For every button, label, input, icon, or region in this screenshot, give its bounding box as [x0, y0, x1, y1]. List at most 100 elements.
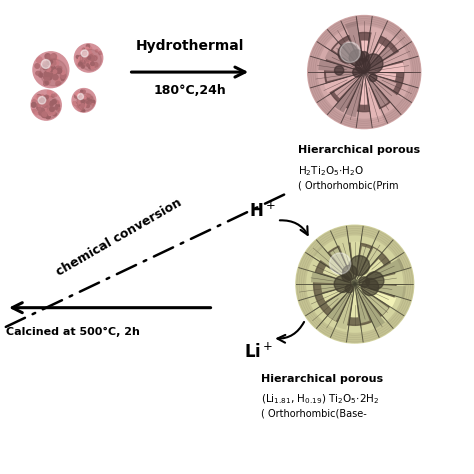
Wedge shape — [326, 284, 355, 309]
Circle shape — [45, 82, 48, 84]
Circle shape — [82, 54, 85, 58]
Circle shape — [77, 63, 81, 66]
Circle shape — [38, 101, 42, 105]
Circle shape — [83, 98, 86, 101]
Circle shape — [93, 57, 96, 60]
Circle shape — [86, 47, 89, 50]
Circle shape — [35, 96, 39, 99]
Wedge shape — [335, 72, 364, 113]
Wedge shape — [355, 248, 382, 284]
Circle shape — [80, 104, 82, 107]
Wedge shape — [311, 272, 355, 284]
Circle shape — [85, 101, 88, 104]
Circle shape — [40, 108, 45, 113]
Circle shape — [44, 72, 49, 76]
Circle shape — [44, 105, 47, 108]
Circle shape — [47, 109, 52, 114]
Circle shape — [82, 99, 85, 102]
Circle shape — [90, 97, 92, 99]
Circle shape — [42, 100, 46, 105]
Circle shape — [76, 104, 78, 106]
Circle shape — [56, 68, 62, 73]
Circle shape — [41, 60, 50, 68]
Circle shape — [52, 94, 55, 97]
Circle shape — [76, 105, 78, 107]
Wedge shape — [325, 50, 364, 72]
Circle shape — [61, 77, 64, 81]
Circle shape — [45, 54, 50, 59]
Circle shape — [92, 104, 94, 106]
Circle shape — [55, 106, 58, 109]
Circle shape — [43, 103, 46, 106]
Circle shape — [44, 103, 48, 108]
Circle shape — [78, 61, 81, 64]
Wedge shape — [355, 271, 410, 284]
Wedge shape — [319, 59, 364, 72]
Circle shape — [340, 42, 360, 63]
Circle shape — [33, 110, 36, 113]
Wedge shape — [364, 72, 385, 126]
Circle shape — [81, 90, 82, 92]
Circle shape — [82, 62, 86, 66]
Wedge shape — [328, 284, 355, 321]
Circle shape — [47, 67, 53, 72]
Circle shape — [81, 100, 83, 103]
Wedge shape — [360, 72, 367, 105]
Circle shape — [83, 52, 86, 56]
Circle shape — [89, 65, 92, 69]
Circle shape — [50, 60, 53, 63]
Circle shape — [82, 98, 86, 102]
Circle shape — [80, 109, 83, 111]
Circle shape — [308, 16, 421, 128]
Circle shape — [44, 104, 49, 109]
Circle shape — [366, 272, 384, 290]
Circle shape — [78, 103, 80, 105]
Circle shape — [79, 57, 82, 60]
Wedge shape — [364, 72, 396, 91]
Circle shape — [359, 277, 369, 287]
Circle shape — [88, 97, 91, 100]
Circle shape — [50, 95, 53, 97]
Circle shape — [40, 99, 45, 103]
Circle shape — [50, 67, 54, 72]
Text: ( Orthorhombic(Prim: ( Orthorhombic(Prim — [298, 181, 399, 191]
Circle shape — [93, 56, 97, 60]
Circle shape — [54, 113, 56, 116]
Circle shape — [47, 107, 50, 110]
Circle shape — [76, 55, 79, 58]
Wedge shape — [345, 21, 364, 72]
Circle shape — [82, 60, 85, 64]
Circle shape — [82, 99, 86, 103]
Circle shape — [85, 100, 88, 102]
Circle shape — [47, 90, 52, 95]
Circle shape — [55, 75, 58, 79]
Circle shape — [78, 94, 83, 100]
Circle shape — [32, 109, 36, 113]
Circle shape — [85, 96, 88, 99]
Wedge shape — [355, 284, 370, 323]
Circle shape — [55, 62, 59, 65]
Text: ( Orthorhombic(Base-: ( Orthorhombic(Base- — [261, 409, 366, 419]
Circle shape — [81, 65, 84, 68]
Circle shape — [43, 104, 47, 108]
Circle shape — [335, 66, 344, 75]
Circle shape — [61, 71, 65, 74]
Circle shape — [36, 102, 41, 106]
Text: Hydrothermal: Hydrothermal — [136, 39, 244, 53]
Circle shape — [92, 55, 94, 58]
Circle shape — [74, 103, 77, 106]
Circle shape — [52, 68, 57, 73]
Wedge shape — [364, 72, 403, 108]
Circle shape — [91, 57, 95, 61]
Circle shape — [49, 70, 53, 74]
Circle shape — [77, 92, 81, 96]
Wedge shape — [355, 258, 404, 284]
Circle shape — [38, 99, 41, 102]
Circle shape — [31, 102, 36, 107]
Circle shape — [48, 61, 51, 64]
Circle shape — [41, 94, 44, 97]
Circle shape — [80, 49, 101, 71]
Wedge shape — [333, 43, 364, 72]
Circle shape — [81, 107, 83, 109]
Circle shape — [87, 56, 90, 59]
